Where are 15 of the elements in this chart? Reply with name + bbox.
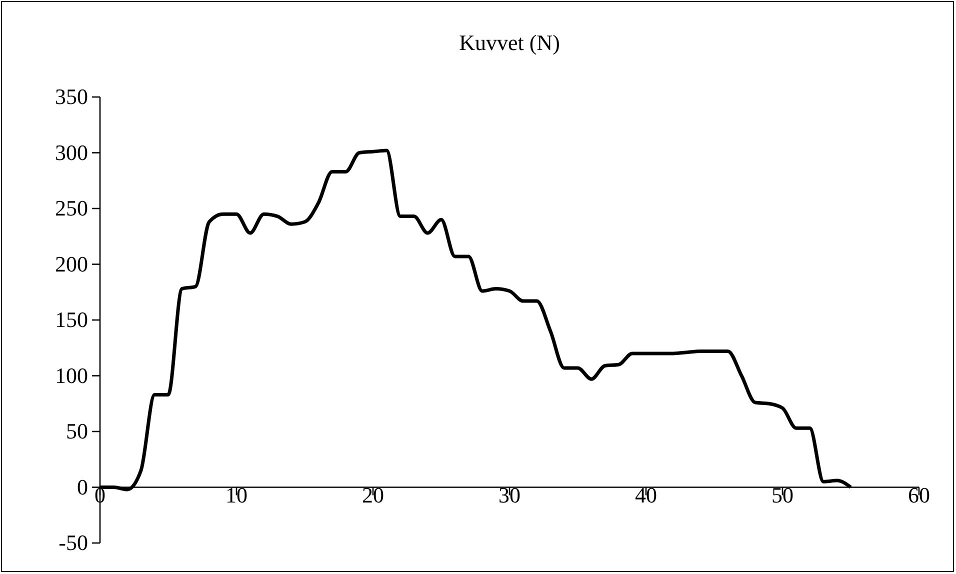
- y-tick-label: 50: [66, 418, 88, 444]
- y-tick-label: 300: [55, 140, 88, 165]
- y-tick-label: -50: [58, 530, 88, 556]
- y-tick-label: 150: [55, 307, 88, 332]
- x-tick-label: 20: [362, 482, 384, 508]
- y-tick-label: 350: [55, 84, 88, 110]
- chart-title: Kuvvet (N): [459, 30, 560, 55]
- y-tick-label: 100: [55, 362, 88, 388]
- x-tick-label: 10: [226, 482, 248, 508]
- x-tick-label: 40: [635, 482, 657, 508]
- x-tick-label: 30: [498, 482, 520, 508]
- x-tick-label: 50: [772, 482, 794, 508]
- x-tick-label: 60: [908, 482, 930, 508]
- y-tick-label: 250: [55, 196, 88, 221]
- y-tick-label: 200: [55, 251, 88, 276]
